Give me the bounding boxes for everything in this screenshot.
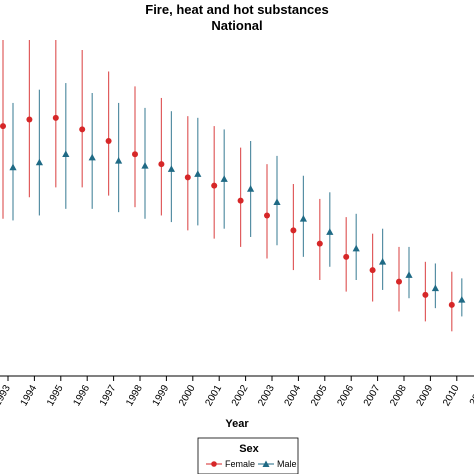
legend-female-label: Female	[225, 459, 255, 469]
male-point-1996	[88, 153, 96, 161]
female-point-2002	[237, 197, 244, 204]
x-tick-label-1997: 1997	[98, 383, 119, 408]
x-tick-label-1993: 1993	[0, 383, 13, 408]
male-point-2005	[326, 228, 334, 235]
male-point-2001	[220, 175, 228, 182]
male-point-2004	[299, 214, 307, 222]
series-male	[9, 83, 466, 317]
x-tick-label-2010: 2010	[441, 383, 462, 408]
x-tick-label-2009: 2009	[415, 383, 436, 408]
x-tick-label-1996: 1996	[71, 383, 92, 408]
male-point-2010	[458, 296, 466, 303]
female-point-1997	[105, 137, 112, 144]
male-point-1997	[115, 157, 123, 164]
female-point-2003	[264, 212, 270, 219]
male-point-2007	[379, 258, 387, 265]
female-point-2007	[369, 267, 376, 274]
chart-title: Fire, heat and hot substances	[145, 2, 329, 17]
male-point-1998	[141, 162, 149, 169]
series-female	[0, 40, 455, 332]
male-point-2008	[405, 271, 413, 278]
male-point-2006	[352, 244, 360, 252]
x-tick-label-1995: 1995	[45, 383, 66, 408]
male-point-1993	[9, 163, 17, 171]
x-tick-label-1998: 1998	[124, 383, 145, 408]
legend-box	[197, 437, 299, 474]
female-point-2004	[290, 227, 297, 234]
female-point-1995	[52, 114, 59, 121]
female-point-2010	[448, 301, 455, 308]
x-tick-label-2008: 2008	[388, 383, 409, 408]
male-point-1999	[167, 165, 175, 172]
female-point-1999	[158, 161, 165, 168]
female-point-2009	[422, 291, 429, 298]
female-point-1998	[132, 151, 138, 158]
x-tick-label-2002: 2002	[230, 383, 251, 408]
female-point-1994	[26, 116, 33, 123]
male-point-2009	[431, 284, 439, 292]
legend-title: Sex	[239, 443, 259, 455]
female-point-2001	[211, 182, 218, 189]
male-point-1994	[35, 158, 43, 166]
x-tick-label-2003: 2003	[256, 383, 277, 408]
x-tick-label-2007: 2007	[362, 383, 383, 408]
chart-subtitle: National	[211, 18, 262, 33]
legend-female-marker	[211, 461, 217, 467]
x-tick-label-2004: 2004	[283, 383, 304, 408]
legend: Sex Female Male	[197, 437, 299, 474]
x-axis-ticks	[7, 376, 458, 381]
female-point-2005	[316, 240, 323, 247]
legend-male-label: Male	[277, 459, 297, 469]
female-point-1993	[0, 123, 6, 130]
x-tick-label-1999: 1999	[151, 383, 172, 408]
female-point-2008	[396, 278, 402, 285]
female-point-2006	[343, 253, 350, 260]
x-tick-label-1994: 1994	[19, 383, 40, 408]
x-tick-label-2000: 2000	[177, 383, 198, 408]
female-point-1996	[79, 126, 86, 133]
x-tick-label-2001: 2001	[203, 383, 224, 408]
x-axis-tick-labels: 1993 1994 1995 1996 1997 1998 1999 2000 2001 2002…	[0, 383, 474, 408]
female-point-2000	[184, 174, 191, 181]
legend-male-marker	[262, 460, 270, 467]
male-point-1995	[62, 150, 70, 158]
male-point-2003	[273, 198, 281, 206]
x-tick-label-2005: 2005	[309, 383, 330, 408]
male-point-2000	[194, 170, 202, 177]
series-layer	[0, 40, 466, 332]
male-point-2002	[247, 185, 255, 192]
x-axis-label: Year	[225, 418, 249, 430]
x-tick-label-2011: 2011	[468, 383, 474, 408]
x-tick-label-2006: 2006	[335, 383, 356, 408]
